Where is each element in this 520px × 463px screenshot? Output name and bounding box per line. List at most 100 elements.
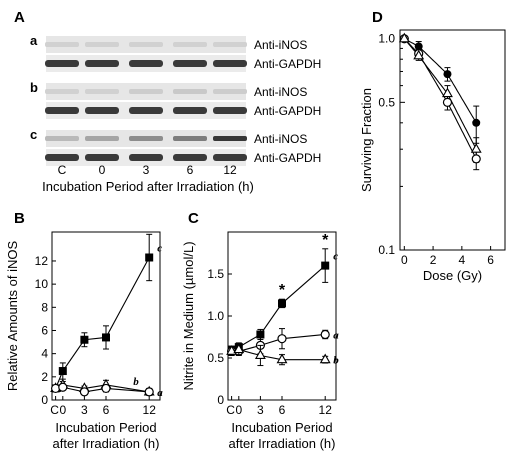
panel-b-point-a-1 <box>58 382 68 392</box>
panel-d-ytick-label-0: 1.0 <box>378 32 395 46</box>
blot-lane-label-3: 6 <box>187 163 194 177</box>
panel-c-series-label-b: b <box>333 355 339 367</box>
panel-b-point-c-2 <box>80 335 89 344</box>
blot-inos-band-a-0 <box>45 42 79 47</box>
panel-d-letter: D <box>372 9 383 26</box>
panel-b-letter: B <box>14 210 25 227</box>
panel-b-point-a-4 <box>144 387 154 397</box>
panel-b-series-label-a: a <box>157 387 163 399</box>
panel-c-series-label-a: a <box>333 329 339 341</box>
panel-b-xlabel-line2: after Irradiation (h) <box>53 436 160 451</box>
blot-inos-band-a-2 <box>129 42 163 47</box>
blot-label-inos-c: Anti-iNOS <box>254 132 307 146</box>
blot-inos-band-a-1 <box>85 42 119 47</box>
blot-inos-band-a-3 <box>173 42 207 47</box>
panel-d-point-0-1 <box>414 42 423 51</box>
panel-d-point-0-2 <box>443 70 452 79</box>
panel-b-chart: B C 0 3 6 12 0 2 4 6 8 10 12 Relative Amounts of iNO… <box>5 210 163 451</box>
blot-row-letter-b: b <box>30 80 38 95</box>
blot-gapdh-band-a-3 <box>173 60 207 67</box>
panel-c-significance-star-1: * <box>322 232 329 249</box>
blot-inos-band-c-0 <box>45 136 79 141</box>
panel-b-point-c-4 <box>145 253 154 262</box>
blot-gapdh-band-a-0 <box>45 60 79 67</box>
panel-b-ylabel: Relative Amounts of iNOS <box>5 241 20 392</box>
panel-b-xtick-label-4: 12 <box>143 403 157 417</box>
panel-c-point-c-2 <box>256 330 265 339</box>
blot-gapdh-band-c-2 <box>129 154 163 161</box>
blot-gapdh-band-c-3 <box>173 154 207 161</box>
panel-c-point-a-3 <box>277 334 287 344</box>
blot-label-gapdh-a: Anti-GAPDH <box>254 57 321 71</box>
panel-d-ytick-label-2: 0.1 <box>378 243 395 257</box>
panel-b-series-label-b: b <box>133 376 139 388</box>
blot-label-inos-a: Anti-iNOS <box>254 38 307 52</box>
panel-b-point-a-3 <box>101 383 111 394</box>
blot-gapdh-band-b-4 <box>213 107 247 114</box>
blot-inos-band-c-4 <box>213 136 247 141</box>
blot-label-gapdh-b: Anti-GAPDH <box>254 104 321 118</box>
panel-b-series-label-c: c <box>157 242 162 254</box>
panel-c-series-label-c: c <box>333 251 338 263</box>
panel-c-xtick-label-2: 3 <box>257 403 264 417</box>
blot-row-letter-c: c <box>30 127 37 142</box>
blot-inos-band-c-2 <box>129 136 163 141</box>
panel-d-xlabel: Dose (Gy) <box>423 268 482 283</box>
panel-b-ytick-label-6: 12 <box>35 254 49 268</box>
panel-c-xlabel-line1: Incubation Period <box>231 420 332 435</box>
panel-d-chart: D 0 2 4 6 1.0 0.5 0.1 Surviving Fraction Dose (G… <box>359 9 506 283</box>
panel-d-point-2-3 <box>470 143 482 153</box>
blot-gapdh-band-b-0 <box>45 107 79 114</box>
panel-d-point-1-3 <box>471 154 481 164</box>
panel-d-point-2-1 <box>413 49 425 60</box>
blot-gapdh-band-b-1 <box>85 107 119 114</box>
panel-b-ytick-label-1: 2 <box>41 370 48 384</box>
panel-c-point-b-4 <box>319 353 331 364</box>
panel-c-point-c-3 <box>278 299 286 308</box>
panel-b-point-c-1 <box>58 367 67 376</box>
panel-d-ytick-label-1: 0.5 <box>378 95 395 109</box>
panel-c-ytick-label-0: 0 <box>217 393 224 407</box>
panel-d-xtick-label-3: 6 <box>487 253 494 267</box>
panel-c-ytick-label-2: 1.0 <box>207 309 224 323</box>
blot-gapdh-band-a-4 <box>213 60 247 67</box>
blot-gapdh-band-b-3 <box>173 107 207 114</box>
panel-c-xtick-label-0: C <box>226 403 235 417</box>
blot-gapdh-band-c-1 <box>85 154 119 161</box>
blot-gapdh-band-c-0 <box>45 154 79 161</box>
panel-c-xtick-label-4: 12 <box>319 403 333 417</box>
panel-a-letter: A <box>14 9 25 26</box>
panel-b-ytick-label-2: 4 <box>41 347 48 361</box>
blot-inos-band-a-4 <box>213 42 247 47</box>
blot-inos-band-b-1 <box>85 89 119 94</box>
panel-d-point-2-2 <box>442 87 453 98</box>
panel-c-point-b-3 <box>276 353 288 364</box>
blot-lane-label-2: 3 <box>143 163 150 177</box>
blot-inos-band-b-0 <box>45 89 79 94</box>
panel-c-xtick-label-1: 0 <box>235 403 242 417</box>
panel-c-significance-star-0: * <box>279 282 286 299</box>
panel-d-xtick-label-2: 4 <box>459 253 466 267</box>
blot-lane-label-0: C <box>58 163 67 177</box>
blot-gapdh-band-a-2 <box>129 60 163 67</box>
panel-c-point-c-4 <box>321 261 330 270</box>
panel-d-xtick-label-1: 2 <box>430 253 437 267</box>
panel-b-ytick-label-4: 8 <box>41 300 48 314</box>
blot-gapdh-band-b-2 <box>129 107 163 114</box>
panel-c-ytick-label-1: 0.5 <box>207 351 224 365</box>
panel-c-point-b-2 <box>254 349 266 360</box>
panel-d-ylabel: Surviving Fraction <box>359 88 374 192</box>
panel-c-ylabel: Nitrite in Medium (µmol/L) <box>181 241 196 390</box>
panel-b-point-a-2 <box>79 387 90 397</box>
blot-lane-label-1: 0 <box>99 163 106 177</box>
panel-c-xtick-label-3: 6 <box>279 403 286 417</box>
panel-b-ytick-label-0: 0 <box>41 393 48 407</box>
panel-a-western-blot: A a Anti-iNOS Anti-GAPDH b Anti-iNOS Anti-GAP… <box>14 9 321 194</box>
panel-b-xtick-label-1: 0 <box>59 403 66 417</box>
panel-b-ytick-label-5: 10 <box>35 277 49 291</box>
panel-d-frame <box>399 29 506 251</box>
panel-b-point-c-3 <box>102 333 110 342</box>
panel-d-point-0-3 <box>472 118 481 127</box>
panel-b-xtick-label-2: 3 <box>81 403 88 417</box>
blot-label-inos-b: Anti-iNOS <box>254 85 307 99</box>
